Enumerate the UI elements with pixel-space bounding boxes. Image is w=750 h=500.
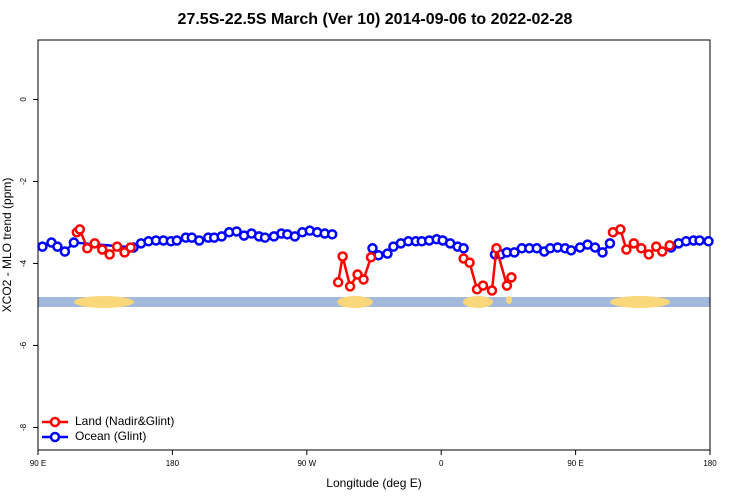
point: [664, 240, 675, 251]
point: [289, 231, 301, 242]
point: [486, 285, 498, 296]
x-tick-label: 90 E: [567, 459, 583, 468]
point: [382, 248, 393, 259]
point: [111, 241, 123, 252]
point: [171, 235, 183, 246]
point: [501, 280, 513, 291]
point: [643, 249, 655, 260]
point: [506, 272, 517, 283]
point: [337, 251, 348, 262]
y-tick-label: -8: [19, 423, 28, 431]
x-axis-label: Longitude (deg E): [326, 476, 421, 490]
legend-marker: [49, 416, 61, 428]
legend-label: Land (Nadir&Glint): [75, 414, 174, 428]
point: [68, 237, 80, 248]
point: [621, 244, 632, 255]
point: [703, 236, 714, 247]
point: [491, 243, 502, 254]
point: [565, 245, 577, 256]
point: [332, 277, 344, 288]
legend-label: Ocean (Glint): [75, 429, 146, 443]
y-tick-label: -6: [19, 341, 28, 349]
point: [231, 226, 242, 237]
point: [52, 241, 63, 252]
point: [477, 280, 489, 291]
point: [194, 235, 205, 246]
point: [82, 243, 93, 254]
point: [37, 241, 48, 252]
point: [216, 231, 227, 242]
point: [104, 249, 115, 260]
point: [694, 235, 705, 246]
point: [59, 246, 71, 257]
series: [71, 224, 675, 296]
land-band: [74, 296, 134, 308]
point: [589, 242, 601, 253]
point: [464, 257, 475, 268]
point: [125, 242, 136, 253]
x-tick-label: 0: [439, 459, 444, 468]
x-tick-label: 90 E: [30, 459, 46, 468]
point: [604, 238, 616, 249]
x-tick-label: 180: [703, 459, 717, 468]
point: [326, 229, 338, 240]
point: [89, 238, 100, 249]
y-tick-label: -2: [19, 177, 28, 185]
point: [96, 244, 108, 255]
point: [358, 274, 369, 285]
series: [37, 225, 714, 261]
point: [615, 224, 626, 235]
point: [656, 246, 668, 257]
land-band: [337, 296, 373, 308]
point: [636, 243, 647, 254]
legend-marker: [49, 431, 61, 443]
surface-mask: [38, 296, 710, 308]
point: [509, 247, 520, 258]
y-axis-label: XCO2 - MLO trend (ppm): [0, 178, 14, 313]
land-band: [463, 296, 493, 308]
point: [458, 243, 469, 254]
point: [597, 247, 608, 258]
point: [74, 224, 86, 235]
land-band: [610, 296, 670, 308]
chart-title: 27.5S-22.5S March (Ver 10) 2014-09-06 to…: [178, 11, 573, 28]
land-band: [506, 296, 512, 304]
point: [628, 238, 640, 249]
point: [344, 281, 356, 292]
point: [365, 252, 377, 263]
y-tick-label: 0: [19, 97, 28, 102]
ocean-band: [38, 297, 710, 307]
x-tick-label: 90 W: [297, 459, 316, 468]
x-tick-label: 180: [166, 459, 180, 468]
y-tick-label: -4: [19, 259, 28, 267]
point: [259, 232, 271, 243]
